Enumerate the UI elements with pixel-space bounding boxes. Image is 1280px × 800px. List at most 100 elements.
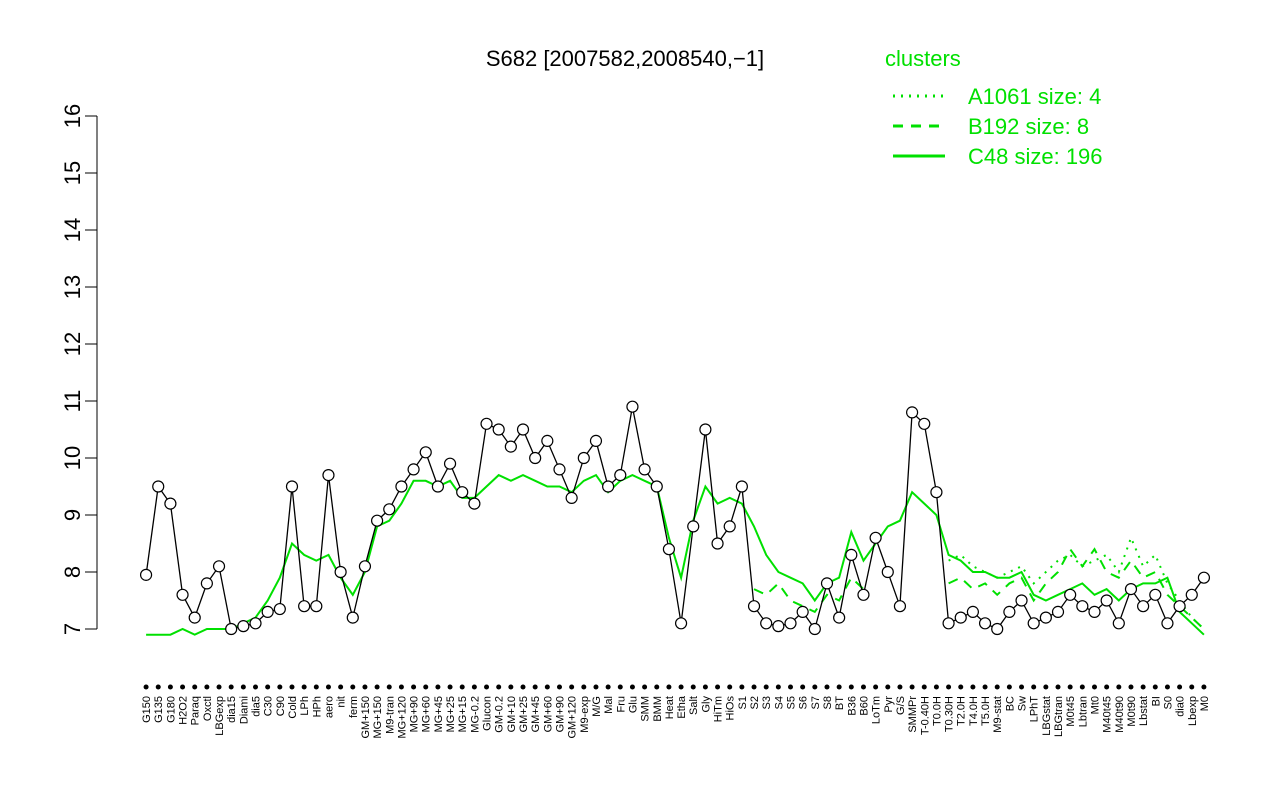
- data-point: [529, 451, 542, 465]
- x-tick-label: HPh: [311, 696, 323, 717]
- x-tick-label: T-0.40H: [919, 696, 931, 735]
- legend-label: A1061 size: 4: [968, 84, 1101, 109]
- x-tick-label: Sw: [1017, 696, 1029, 711]
- x-marker: [824, 684, 830, 690]
- x-marker: [423, 684, 429, 690]
- legend-label: B192 size: 8: [968, 114, 1089, 139]
- x-tick-label: MG+45: [433, 696, 445, 732]
- x-marker: [666, 684, 672, 690]
- x-marker: [398, 684, 404, 690]
- x-tick-label: Cold: [287, 696, 299, 719]
- data-point: [966, 605, 979, 619]
- data-point: [334, 565, 347, 579]
- data-point: [662, 543, 676, 556]
- x-marker: [265, 684, 271, 690]
- x-marker: [228, 684, 234, 690]
- x-marker: [1079, 684, 1085, 690]
- x-tick-label: SMM: [640, 696, 652, 722]
- data-point: [1003, 605, 1016, 619]
- x-tick-label: dia15: [226, 696, 238, 723]
- data-point: [1112, 617, 1125, 630]
- data-point: [881, 565, 894, 579]
- data-point: [1027, 617, 1040, 630]
- x-marker: [1006, 684, 1012, 690]
- x-tick-label: Oxctl: [202, 696, 214, 721]
- data-point: [687, 520, 700, 533]
- data-line: [145, 406, 1205, 631]
- x-marker: [338, 684, 344, 690]
- data-point: [711, 537, 724, 550]
- x-marker: [885, 684, 891, 690]
- x-tick-label: G180: [165, 696, 177, 723]
- x-tick-label: MG+15: [457, 696, 469, 732]
- data-point: [504, 440, 517, 453]
- x-tick-label: GM+45: [530, 696, 542, 732]
- x-marker: [240, 684, 246, 690]
- x-tick-label: B60: [858, 696, 870, 716]
- legend-title: clusters: [885, 46, 961, 71]
- x-tick-label: C30: [263, 696, 275, 716]
- data-point: [346, 611, 359, 624]
- data-point: [942, 617, 955, 630]
- x-marker: [544, 684, 550, 690]
- data-point: [371, 514, 384, 527]
- x-marker: [933, 684, 939, 690]
- cluster-line: [146, 473, 1205, 636]
- x-tick-label: MG+120: [396, 696, 408, 739]
- data-point: [1185, 588, 1198, 601]
- x-tick-label: Diami: [238, 696, 250, 724]
- x-marker: [982, 684, 988, 690]
- data-point: [674, 617, 688, 630]
- x-tick-label: T2.0H: [956, 696, 968, 726]
- x-tick-label: Mal: [603, 696, 615, 714]
- data-point: [869, 531, 882, 544]
- x-tick-label: H2O2: [178, 696, 190, 725]
- x-marker: [471, 684, 477, 690]
- x-tick-label: BI: [1150, 696, 1162, 706]
- x-marker: [374, 684, 380, 690]
- x-marker: [1104, 684, 1110, 690]
- y-tick-label: 13: [60, 275, 85, 299]
- x-tick-label: Lbexp: [1187, 696, 1199, 726]
- legend-label: C48 size: 196: [968, 144, 1103, 169]
- x-tick-label: dia5: [251, 696, 263, 717]
- x-tick-label: S7: [810, 696, 822, 709]
- x-marker: [459, 684, 465, 690]
- data-point: [1051, 605, 1065, 619]
- x-marker: [970, 684, 976, 690]
- x-marker: [642, 684, 648, 690]
- data-point: [553, 463, 566, 476]
- x-marker: [1128, 684, 1134, 690]
- data-point: [1137, 600, 1150, 613]
- chart-title: S682 [2007582,2008540,−1]: [486, 46, 764, 71]
- x-marker: [702, 684, 708, 690]
- x-tick-label: LBGtran: [1053, 696, 1065, 737]
- data-point: [1197, 571, 1211, 584]
- x-tick-label: C90: [275, 696, 287, 716]
- x-marker: [593, 684, 599, 690]
- x-tick-label: GM-0.2: [494, 696, 506, 733]
- x-tick-label: GM+60: [542, 696, 554, 732]
- cluster-line: [948, 535, 1205, 630]
- data-point: [1064, 588, 1077, 601]
- x-marker: [350, 684, 356, 690]
- data-point: [176, 588, 189, 601]
- data-point: [845, 548, 858, 562]
- x-tick-label: LBGexp: [214, 696, 226, 736]
- x-marker: [1067, 684, 1073, 690]
- x-tick-label: HiTm: [713, 696, 725, 722]
- x-tick-label: dia0: [1175, 696, 1187, 717]
- x-marker: [788, 684, 794, 690]
- data-point: [1173, 600, 1186, 613]
- x-marker: [946, 684, 952, 690]
- data-point: [261, 605, 274, 619]
- data-point: [991, 622, 1004, 636]
- data-point: [1100, 594, 1113, 607]
- x-tick-label: BMM: [652, 696, 664, 722]
- data-point: [918, 417, 931, 430]
- data-point: [650, 480, 663, 493]
- x-tick-label: Paraq: [190, 696, 202, 725]
- x-marker: [496, 684, 502, 690]
- data-point: [699, 423, 712, 436]
